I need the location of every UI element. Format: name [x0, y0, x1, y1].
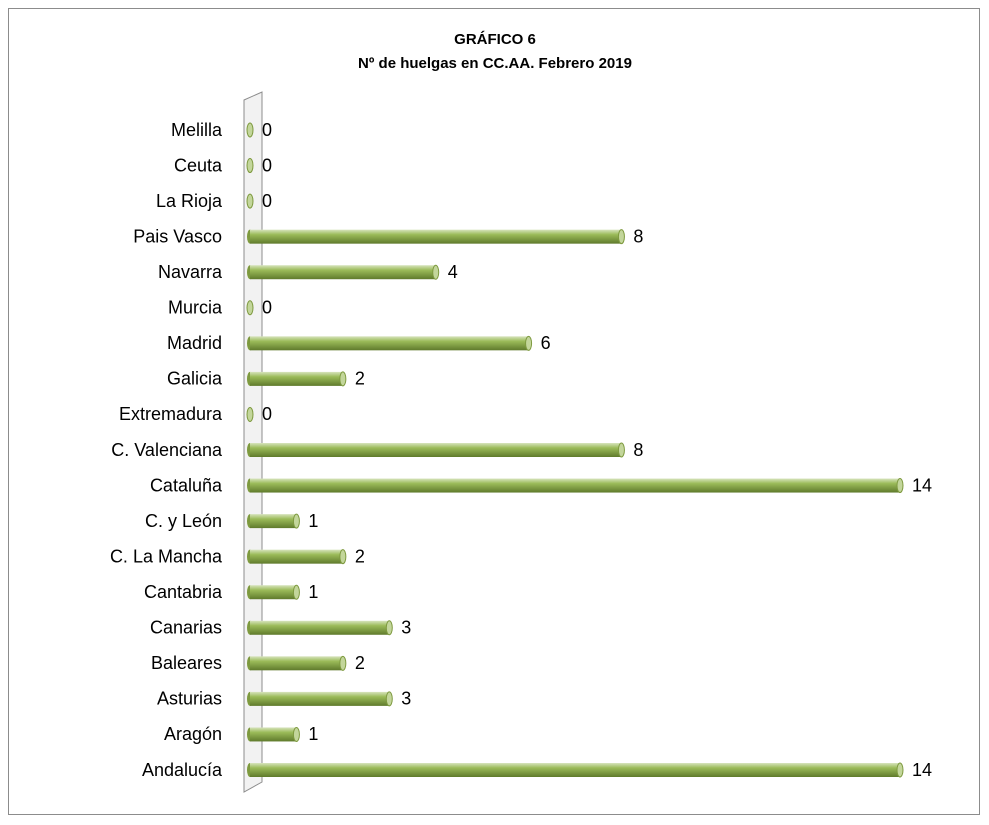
y-tick-label: Murcia: [168, 298, 223, 318]
bar-cap: [292, 513, 300, 529]
bar-cap: [896, 478, 904, 494]
value-label: 0: [262, 404, 272, 424]
bar: [250, 620, 390, 635]
value-label: 1: [308, 724, 318, 744]
y-tick-label: Ceuta: [174, 155, 223, 175]
bar-cap: [246, 193, 254, 209]
value-label: 8: [633, 226, 643, 246]
bar: [250, 656, 343, 671]
y-tick-label: Extremadura: [119, 404, 223, 424]
value-label: 2: [355, 546, 365, 566]
value-label: 2: [355, 653, 365, 673]
chart-title: GRÁFICO 6: [454, 31, 536, 48]
bar-cap: [246, 122, 254, 138]
bar-cap: [617, 442, 625, 458]
y-tick-label: C. La Mancha: [110, 546, 223, 566]
y-tick-label: Navarra: [158, 262, 223, 282]
bar-cap: [246, 300, 254, 316]
bar-cap: [385, 620, 393, 636]
bar-cap: [246, 158, 254, 174]
bar-cap: [896, 762, 904, 778]
bar-cap: [339, 371, 347, 387]
y-tick-label: La Rioja: [156, 191, 223, 211]
bar-cap: [292, 726, 300, 742]
bar: [250, 443, 622, 457]
value-label: 4: [448, 262, 458, 282]
y-tick-label: Madrid: [167, 333, 222, 353]
value-label: 0: [262, 120, 272, 140]
y-tick-label: Baleares: [151, 653, 222, 673]
bar: [250, 229, 622, 244]
bar-cap: [432, 264, 440, 280]
y-tick-label: Asturias: [157, 689, 222, 709]
value-label: 8: [633, 440, 643, 460]
bar-cap: [525, 335, 533, 351]
bar: [250, 336, 529, 351]
chart-subtitle: Nº de huelgas en CC.AA. Febrero 2019: [358, 55, 632, 72]
axis-wall: [243, 91, 263, 793]
value-label: 0: [262, 191, 272, 211]
y-tick-label: Melilla: [171, 120, 223, 140]
y-tick-label: C. y León: [145, 511, 222, 531]
bar-cap: [339, 655, 347, 671]
bar: [250, 478, 900, 493]
y-tick-label: Galicia: [167, 369, 223, 389]
bar: [250, 549, 343, 564]
value-label: 1: [308, 582, 318, 602]
bar: [250, 585, 297, 600]
bar-cap: [246, 406, 254, 422]
y-tick-label: Pais Vasco: [133, 226, 222, 246]
bar-cap: [385, 691, 393, 707]
bar-cap: [339, 549, 347, 565]
y-tick-label: C. Valenciana: [111, 440, 223, 460]
value-label: 6: [541, 333, 551, 353]
value-label: 2: [355, 369, 365, 389]
y-tick-label: Cataluña: [150, 475, 223, 495]
y-tick-label: Cantabria: [144, 582, 223, 602]
value-label: 1: [308, 511, 318, 531]
y-tick-label: Andalucía: [142, 760, 223, 780]
bar: [250, 371, 343, 386]
bar: [250, 727, 297, 742]
bar: [250, 265, 436, 280]
y-tick-label: Aragón: [164, 724, 222, 744]
value-label: 3: [401, 689, 411, 709]
bar: [250, 514, 297, 529]
y-tick-label: Canarias: [150, 618, 222, 638]
bar: [250, 763, 900, 777]
value-label: 0: [262, 155, 272, 175]
chart-border: [8, 8, 980, 815]
bar: [250, 691, 390, 706]
value-label: 14: [912, 475, 932, 495]
value-label: 0: [262, 298, 272, 318]
value-label: 14: [912, 760, 932, 780]
bar-cap: [617, 229, 625, 245]
bar-cap: [292, 584, 300, 600]
value-label: 3: [401, 618, 411, 638]
